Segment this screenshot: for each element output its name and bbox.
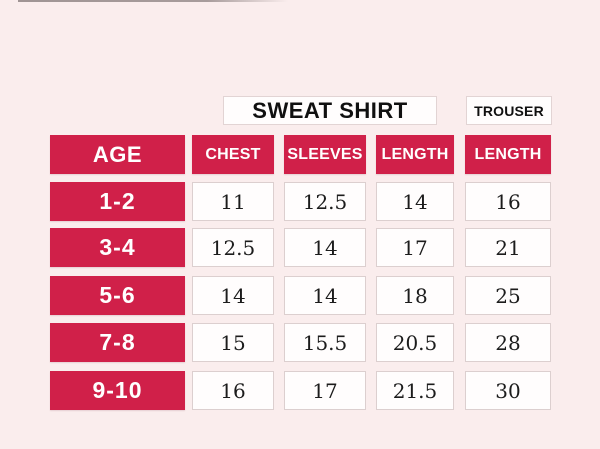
value-cell: 25 (465, 276, 551, 315)
age-row-label: 9-10 (50, 371, 185, 410)
value-cell: 21.5 (376, 371, 454, 410)
top-edge-shadow (18, 0, 288, 2)
age-row-label: 7-8 (50, 323, 185, 362)
value-cell: 14 (192, 276, 274, 315)
value-cell: 14 (376, 182, 454, 221)
value-cell: 17 (284, 371, 366, 410)
col-header-trouser-length: LENGTH (465, 135, 551, 174)
col-header-sleeves: SLEEVES (284, 135, 366, 174)
age-row-label: 5-6 (50, 276, 185, 315)
value-cell: 11 (192, 182, 274, 221)
value-cell: 28 (465, 323, 551, 362)
sweatshirt-group-header: SWEAT SHIRT (223, 96, 437, 125)
value-cell: 30 (465, 371, 551, 410)
col-header-length: LENGTH (376, 135, 454, 174)
col-header-chest: CHEST (192, 135, 274, 174)
age-row-label: 3-4 (50, 228, 185, 267)
value-cell: 12.5 (284, 182, 366, 221)
trouser-group-label: TROUSER (474, 102, 544, 119)
value-cell: 14 (284, 276, 366, 315)
trouser-group-header: TROUSER (466, 96, 552, 125)
value-cell: 21 (465, 228, 551, 267)
sweatshirt-group-label: SWEAT SHIRT (252, 97, 408, 123)
age-row-label: 1-2 (50, 182, 185, 221)
col-header-age: AGE (50, 135, 185, 174)
value-cell: 20.5 (376, 323, 454, 362)
value-cell: 18 (376, 276, 454, 315)
value-cell: 17 (376, 228, 454, 267)
value-cell: 14 (284, 228, 366, 267)
value-cell: 15 (192, 323, 274, 362)
value-cell: 16 (192, 371, 274, 410)
value-cell: 15.5 (284, 323, 366, 362)
value-cell: 16 (465, 182, 551, 221)
value-cell: 12.5 (192, 228, 274, 267)
